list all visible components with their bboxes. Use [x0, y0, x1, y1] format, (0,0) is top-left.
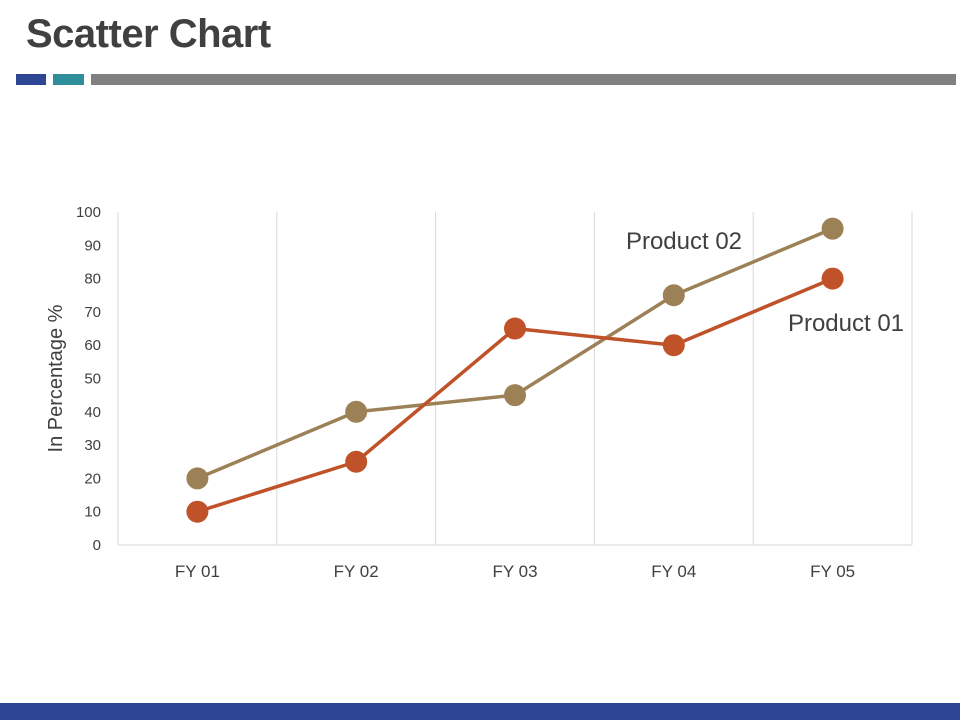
data-point [662, 334, 685, 357]
y-tick-label: 10 [84, 504, 101, 521]
data-point [186, 500, 209, 523]
data-point [504, 384, 526, 407]
title-underline-gray [91, 74, 956, 85]
x-tick-label: FY 01 [175, 562, 220, 581]
y-tick-label: 20 [84, 470, 101, 487]
y-tick-label: 40 [84, 404, 101, 421]
title-underline-blue [16, 74, 46, 85]
y-tick-label: 80 [84, 271, 101, 288]
x-tick-label: FY 05 [810, 562, 855, 581]
data-point [821, 217, 844, 240]
y-axis-title: In Percentage % [45, 304, 67, 452]
y-tick-label: 100 [76, 204, 101, 221]
x-tick-label: FY 04 [651, 562, 696, 581]
slide-title: Scatter Chart [26, 12, 271, 56]
y-tick-label: 50 [84, 371, 101, 388]
data-point [662, 284, 685, 307]
y-tick-label: 0 [93, 537, 101, 554]
y-tick-label: 90 [84, 237, 101, 254]
data-point [186, 467, 209, 490]
data-point [345, 450, 368, 473]
y-tick-label: 30 [84, 437, 101, 454]
y-tick-label: 70 [84, 304, 101, 321]
data-point [504, 317, 526, 340]
x-tick-label: FY 02 [334, 562, 379, 581]
title-underline-teal [53, 74, 84, 85]
y-tick-label: 60 [84, 337, 101, 354]
data-point [345, 400, 368, 423]
series-label-product-02: Product 02 [626, 228, 742, 255]
footer-bar [0, 703, 960, 720]
data-point [821, 267, 844, 290]
x-tick-label: FY 03 [492, 562, 537, 581]
series-label-product-01: Product 01 [788, 310, 904, 337]
series-line [196, 227, 834, 481]
